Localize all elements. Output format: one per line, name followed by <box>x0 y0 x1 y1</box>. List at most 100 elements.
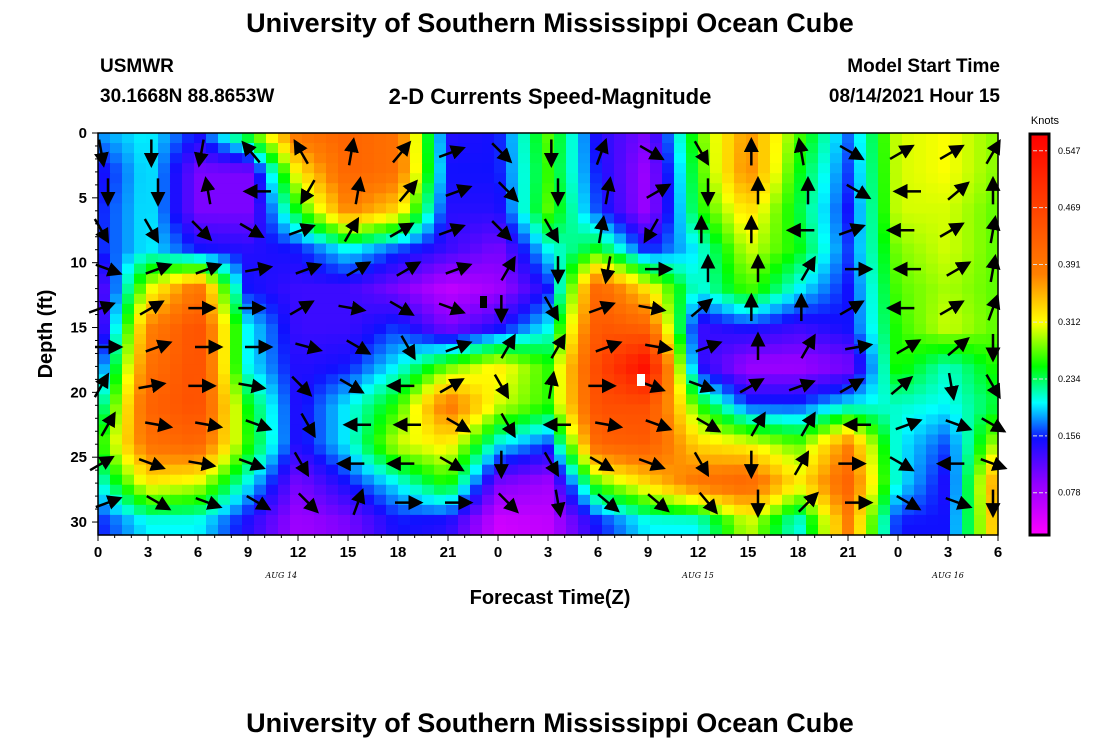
current-arrow <box>543 218 560 244</box>
heat-cell <box>566 334 579 345</box>
heat-cell <box>890 133 903 144</box>
heat-cell <box>830 524 843 536</box>
heat-cell <box>242 263 255 275</box>
heat-cell <box>626 293 639 305</box>
heat-cell <box>854 283 867 295</box>
heat-cell <box>626 414 639 426</box>
heat-cell <box>350 414 363 426</box>
heat-cell <box>590 153 603 164</box>
heat-cell <box>602 323 615 335</box>
heat-cell <box>254 133 267 144</box>
heat-cell <box>266 504 279 516</box>
heat-cell <box>758 504 771 516</box>
heat-cell <box>182 474 195 486</box>
heat-cell <box>326 444 339 456</box>
heat-cell <box>914 303 927 315</box>
heat-cell <box>530 354 543 365</box>
heat-cell <box>422 233 435 245</box>
heat-cell <box>914 464 927 476</box>
heat-cell <box>338 273 351 285</box>
heat-cell <box>602 454 615 466</box>
heat-cell <box>338 474 351 486</box>
heat-cell <box>830 163 843 174</box>
heat-cell <box>506 233 519 245</box>
heat-cell <box>338 394 351 405</box>
heat-cell <box>302 323 315 335</box>
heat-cell <box>374 334 387 345</box>
current-arrow <box>93 372 110 398</box>
heat-cell <box>830 474 843 486</box>
heat-cell <box>722 484 735 496</box>
heat-cell <box>230 384 243 395</box>
heat-cell <box>986 404 999 415</box>
heat-cell <box>734 434 747 446</box>
heat-cell <box>242 344 255 355</box>
heat-cell <box>974 444 987 456</box>
heat-cell <box>278 313 291 325</box>
heat-cell <box>662 474 675 486</box>
heat-cell <box>290 213 303 225</box>
heat-cell <box>842 434 855 446</box>
heat-cell <box>854 173 867 184</box>
heat-cell <box>866 494 879 506</box>
heat-cell <box>194 504 207 516</box>
heat-cell <box>890 253 903 265</box>
heat-cell <box>434 394 447 405</box>
heat-cell <box>554 273 567 285</box>
heat-cell <box>626 313 639 325</box>
heat-cell <box>746 193 759 204</box>
heat-cell <box>350 454 363 466</box>
heat-cell <box>878 313 891 325</box>
current-arrow <box>550 489 566 518</box>
heat-cell <box>206 253 219 265</box>
heat-cell <box>230 173 243 184</box>
heat-cell <box>302 374 315 385</box>
heat-cell <box>494 323 507 335</box>
heat-cell <box>470 243 483 255</box>
heat-cell <box>770 434 783 446</box>
heat-cell <box>782 283 795 295</box>
heat-cell <box>818 444 831 456</box>
heat-cell <box>878 384 891 395</box>
heat-cell <box>854 293 867 305</box>
heat-cell <box>242 454 255 466</box>
heat-cell <box>482 283 495 295</box>
heat-cell <box>146 293 159 305</box>
heat-cell <box>410 434 423 446</box>
heat-cell <box>842 173 855 184</box>
heat-cell <box>590 404 603 415</box>
heat-cell <box>938 504 951 516</box>
heat-cell <box>770 494 783 506</box>
heat-cell <box>338 484 351 496</box>
heat-cell <box>890 474 903 486</box>
heat-cell <box>218 344 231 355</box>
heat-cell <box>974 163 987 174</box>
heat-cell <box>266 223 279 235</box>
heat-cell <box>530 494 543 506</box>
heat-cell <box>866 334 879 345</box>
heat-cell <box>962 243 975 255</box>
heat-cell <box>590 163 603 174</box>
heat-cell <box>854 424 867 436</box>
heat-cell <box>362 133 375 144</box>
heat-cell <box>818 524 831 536</box>
heat-cell <box>542 344 555 355</box>
heat-cell <box>566 193 579 204</box>
heat-cell <box>266 344 279 355</box>
heat-cell <box>782 173 795 184</box>
heat-cell <box>926 323 939 335</box>
heat-cell <box>602 474 615 486</box>
x-tick-label: 18 <box>390 544 407 561</box>
heat-cell <box>314 143 327 154</box>
heat-cell <box>794 233 807 245</box>
heat-cell <box>590 354 603 365</box>
heat-cell <box>758 454 771 466</box>
heat-cell <box>578 263 591 275</box>
heat-cell <box>782 323 795 335</box>
heat-cell <box>518 273 531 285</box>
heat-cell <box>686 313 699 325</box>
heat-cell <box>146 334 159 345</box>
heat-cell <box>206 223 219 235</box>
heat-cell <box>614 384 627 395</box>
